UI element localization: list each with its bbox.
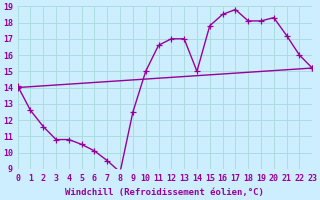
X-axis label: Windchill (Refroidissement éolien,°C): Windchill (Refroidissement éolien,°C) xyxy=(66,188,264,197)
